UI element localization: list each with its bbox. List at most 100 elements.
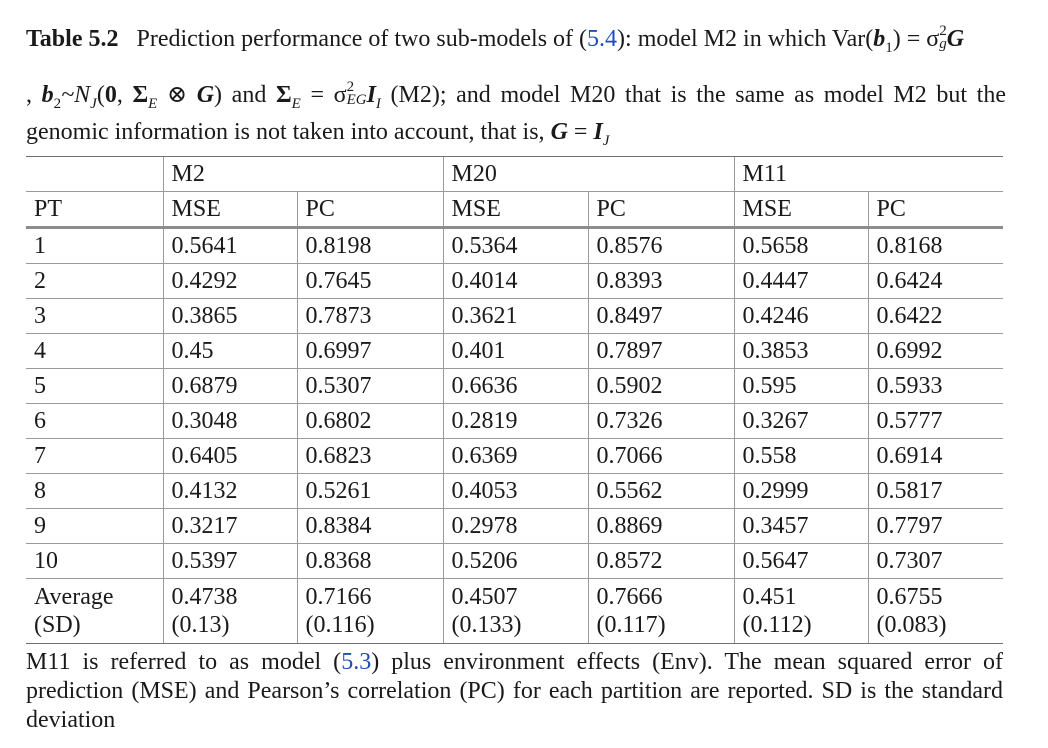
average-cell: 0.6755 (0.083) xyxy=(867,578,1004,644)
table-row: 2 0.4292 0.7645 0.4014 0.8393 0.4447 0.6424 xyxy=(26,263,1004,299)
sd-value: (0.133) xyxy=(451,612,522,638)
average-cell: 0.4738 (0.13) xyxy=(162,578,297,644)
mean-value: 0.7166 xyxy=(305,584,372,610)
footnote-line-2: prediction (MSE) and Pearson’s correlati… xyxy=(26,678,1003,704)
table-row: 1 0.5641 0.8198 0.5364 0.8576 0.5658 0.8168 xyxy=(26,227,1004,264)
math-subscript: E xyxy=(148,95,158,112)
table-cell: 0.4447 xyxy=(733,263,868,299)
table-cell: 0.3621 xyxy=(442,298,588,334)
average-cell: 0.4507 (0.133) xyxy=(442,578,588,644)
caption-text: ): model M2 in which Var( xyxy=(617,26,874,52)
math-subscript: J xyxy=(90,95,97,112)
footnote-text: M11 is referred to as model ( xyxy=(26,649,342,675)
table-cell: 0.6914 xyxy=(867,438,1004,474)
table-cell: 0.558 xyxy=(733,438,868,474)
table-cell: 0.7897 xyxy=(587,333,734,369)
table-caption-line-3: genomic information is not taken into ac… xyxy=(26,117,1006,149)
table-cell: 0.8198 xyxy=(296,227,443,264)
math-subscript: E xyxy=(291,95,301,112)
table-cell: 3 xyxy=(26,298,163,334)
math-symbol-G: G xyxy=(946,26,965,52)
model-header-m20: M20 xyxy=(442,156,734,192)
table-cell: 8 xyxy=(26,473,163,509)
table-row: 9 0.3217 0.8384 0.2978 0.8869 0.3457 0.7797 xyxy=(26,508,1004,544)
sd-value: (0.116) xyxy=(305,612,375,638)
table-cell: 0.3865 xyxy=(162,298,297,334)
table-cell: 0.8368 xyxy=(296,543,443,579)
mean-value: 0.4507 xyxy=(451,584,518,610)
sd-value: (0.13) xyxy=(171,612,230,638)
column-header-mse: MSE xyxy=(162,191,297,229)
math-text: ~N xyxy=(61,82,91,108)
caption-text: Prediction performance of two sub-models… xyxy=(136,26,588,52)
table-cell: 0.5817 xyxy=(867,473,1004,509)
table-cell: 0.3048 xyxy=(162,403,297,439)
table-cell: 0.595 xyxy=(733,368,868,404)
math-text: ) = σ xyxy=(892,26,940,52)
math-text: ⊗ xyxy=(157,82,197,108)
table-cell: 0.6992 xyxy=(867,333,1004,369)
table-cell: 0.6422 xyxy=(867,298,1004,334)
average-cell: 0.451 (0.112) xyxy=(733,578,868,644)
table-cell: 0.5777 xyxy=(867,403,1004,439)
equation-link-5-4[interactable]: 5.4 xyxy=(587,26,618,52)
model-header-m11: M11 xyxy=(733,156,1004,192)
table-cell: 0.7326 xyxy=(587,403,734,439)
table-cell: 0.7797 xyxy=(867,508,1004,544)
table-cell: 0.5647 xyxy=(733,543,868,579)
math-symbol-zero: 0 xyxy=(104,82,117,108)
math-symbol-sigma: Σ xyxy=(132,82,149,108)
average-label-cell: Average (SD) xyxy=(26,578,163,644)
table-cell: 0.6424 xyxy=(867,263,1004,299)
math-subscript: g xyxy=(939,36,947,53)
table-row: 8 0.4132 0.5261 0.4053 0.5562 0.2999 0.5817 xyxy=(26,473,1004,509)
math-symbol-sigma: Σ xyxy=(275,82,292,108)
math-superscript: 2 xyxy=(346,79,355,96)
average-cell: 0.7666 (0.117) xyxy=(587,578,734,644)
math-symbol-b: b xyxy=(873,26,886,52)
math-subscript: I xyxy=(375,95,381,112)
table-row: 10 0.5397 0.8368 0.5206 0.8572 0.5647 0.7307 xyxy=(26,543,1004,579)
column-header-pc: PC xyxy=(587,191,734,229)
math-subscript: 2 xyxy=(53,95,62,112)
table-label: Table 5.2 xyxy=(26,26,119,52)
equation-link-5-3[interactable]: 5.3 xyxy=(341,649,372,675)
math-text: = σ xyxy=(300,82,347,108)
table-cell: 0.3853 xyxy=(733,333,868,369)
footnote-line-1: M11 is referred to as model (5.3) plus e… xyxy=(26,648,1003,677)
table-row: 3 0.3865 0.7873 0.3621 0.8497 0.4246 0.6422 xyxy=(26,298,1004,334)
math-supsub: 2 EG xyxy=(346,79,367,108)
table-cell: 0.7645 xyxy=(296,263,443,299)
table-cell: 0.2819 xyxy=(442,403,588,439)
math-symbol-I: I xyxy=(593,119,603,145)
table-cell: 0.2978 xyxy=(442,508,588,544)
empty-header-cell xyxy=(26,156,163,192)
table-cell: 0.3217 xyxy=(162,508,297,544)
table-cell: 0.5658 xyxy=(733,227,868,264)
table-cell: 0.3457 xyxy=(733,508,868,544)
table-cell: 0.4246 xyxy=(733,298,868,334)
math-text: = xyxy=(567,119,594,145)
table-cell: 0.4053 xyxy=(442,473,588,509)
math-symbol-I: I xyxy=(366,82,376,108)
table-cell: 0.7307 xyxy=(867,543,1004,579)
table-row: 4 0.45 0.6997 0.401 0.7897 0.3853 0.6992 xyxy=(26,333,1004,369)
table-row: 5 0.6879 0.5307 0.6636 0.5902 0.595 0.5933 xyxy=(26,368,1004,404)
math-superscript: 2 xyxy=(939,23,947,40)
table-cell: 0.6823 xyxy=(296,438,443,474)
table-cell: 0.5641 xyxy=(162,227,297,264)
sd-label: (SD) xyxy=(34,612,81,638)
table-cell: 1 xyxy=(26,227,163,264)
table-cell: 0.6405 xyxy=(162,438,297,474)
table-cell: 0.6369 xyxy=(442,438,588,474)
table-cell: 0.8384 xyxy=(296,508,443,544)
table-cell: 4 xyxy=(26,333,163,369)
math-text: , xyxy=(116,82,133,108)
math-subscript: J xyxy=(602,132,610,149)
table-cell: 0.7873 xyxy=(296,298,443,334)
table-caption-line-2: , b2~NJ(0, ΣE ⊗ G) and ΣE = σ 2 EG II (M2);… xyxy=(26,79,1006,112)
average-row: Average (SD) 0.4738 (0.13) 0.7166 (0.116) 0… xyxy=(26,578,1004,644)
table-cell: 2 xyxy=(26,263,163,299)
mean-value: 0.4738 xyxy=(171,584,238,610)
